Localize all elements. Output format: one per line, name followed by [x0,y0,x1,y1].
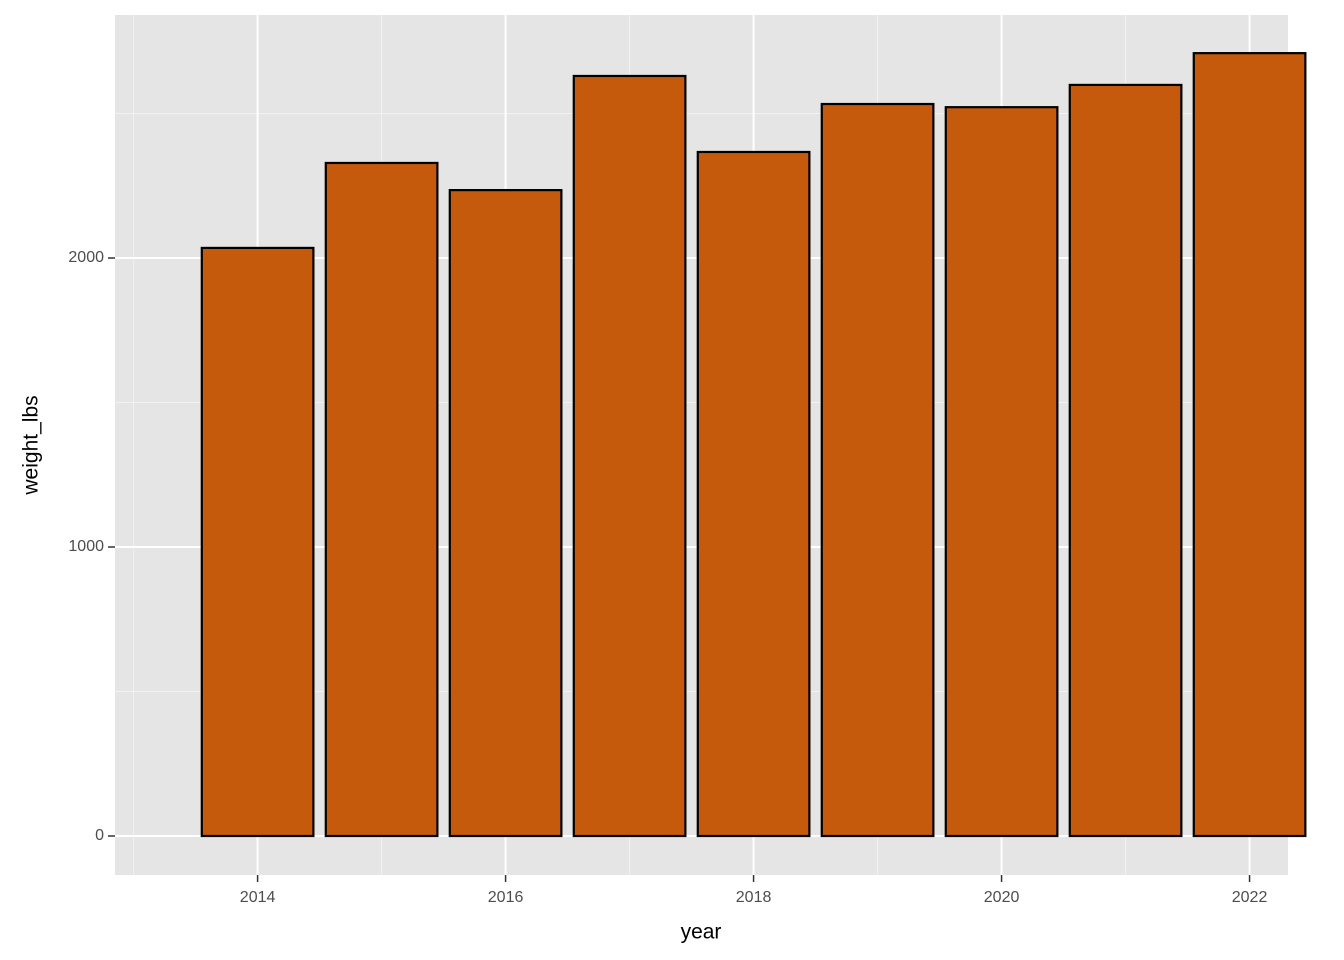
bar [572,74,687,838]
y-tick-label: 0 [95,827,104,844]
x-axis-title: year [681,921,722,944]
x-tick-label: 2020 [984,889,1020,906]
x-tick-label: 2022 [1232,889,1268,906]
bar [448,189,563,838]
bar [944,106,1059,838]
bar [1192,52,1307,838]
bar [820,102,935,838]
y-axis-title: weight_lbs [20,395,43,495]
y-tick-label: 2000 [68,249,104,266]
bar [200,246,315,838]
x-tick-label: 2018 [736,889,772,906]
bar [696,150,811,838]
x-tick-label: 2014 [240,889,276,906]
x-tick-label: 2016 [488,889,524,906]
bar [1068,83,1183,838]
bar [324,161,439,838]
y-tick-label: 1000 [68,538,104,555]
